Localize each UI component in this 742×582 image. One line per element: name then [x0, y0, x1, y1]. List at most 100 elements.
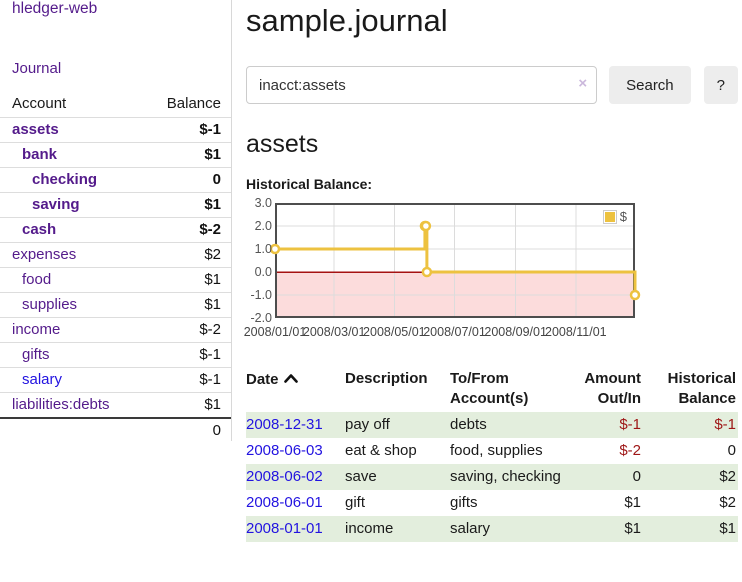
transaction-accounts: gifts [450, 494, 478, 511]
clear-search-icon[interactable]: × [578, 75, 588, 92]
transaction-accounts: food, supplies [450, 442, 543, 459]
accounts-table: Account Balance assets $-1 bank $1 check… [0, 92, 231, 443]
chart-y-tick-label: 1.0 [254, 242, 272, 256]
register-row: 2008-06-03 eat & shop food, supplies $-2… [246, 438, 738, 464]
account-balance: $1 [204, 146, 221, 163]
sidebar-account-link[interactable]: checking [32, 171, 98, 188]
legend-swatch-icon [602, 209, 617, 224]
sidebar-account-link[interactable]: food [22, 271, 52, 288]
chart-x-tick-label: 2008/11/01 [544, 325, 607, 339]
search-form: × Search ? [246, 66, 738, 104]
chart-y-tick-label: 2.0 [254, 219, 272, 233]
sidebar-account-link[interactable]: expenses [12, 246, 77, 263]
chart-legend: $ [601, 208, 628, 225]
account-row: cash $-2 [0, 217, 231, 243]
sidebar-account-link[interactable]: supplies [22, 296, 78, 313]
account-balance: $2 [204, 246, 221, 263]
account-row: checking 0 [0, 167, 231, 193]
register-header-amount: Amount Out/In [584, 370, 641, 407]
chart-x-tick-label: 2008/05/01 [363, 325, 426, 339]
register-header-accounts: To/From Account(s) [450, 370, 529, 407]
account-row: supplies $1 [0, 292, 231, 318]
chart-y-tick-label: 0.0 [254, 265, 272, 279]
sidebar-account-link[interactable]: bank [22, 146, 58, 163]
sidebar-account-link[interactable]: saving [32, 196, 80, 213]
transaction-date-link[interactable]: 2008-06-01 [246, 494, 323, 511]
chart-plot-area [269, 203, 641, 318]
transaction-date-link[interactable]: 2008-12-31 [246, 416, 323, 433]
account-row: liabilities:debts $1 [0, 392, 231, 419]
register-header-balance: Historical Balance [667, 370, 736, 407]
transaction-amount: 0 [562, 464, 643, 490]
account-balance: $1 [204, 396, 221, 413]
sort-asc-icon [283, 369, 298, 389]
sidebar-item-journal[interactable]: Journal [12, 60, 62, 77]
sidebar: hledger-web Journal Account Balance asse… [0, 0, 232, 441]
transaction-description: eat & shop [345, 442, 417, 459]
chart-x-tick-label: 2008/01/01 [243, 325, 307, 339]
page-title: sample.journal [246, 3, 448, 38]
register-table: Date Description To/From Account(s) Amou… [246, 366, 738, 542]
register-header-date[interactable]: Date [246, 366, 345, 412]
chart-label: Historical Balance: [246, 176, 373, 192]
account-balance: $1 [204, 296, 221, 313]
legend-label: $ [619, 209, 627, 224]
register-header-description: Description [345, 370, 428, 387]
transaction-description: pay off [345, 412, 450, 438]
chart-y-tick-label: -1.0 [250, 288, 272, 302]
main-content: sample.journal × Search ? assets Histori… [243, 0, 738, 542]
sidebar-account-link[interactable]: gifts [22, 346, 50, 363]
transaction-accounts: saving, checking [450, 464, 562, 490]
account-row: gifts $-1 [0, 342, 231, 368]
chart-y-tick-label: 3.0 [254, 196, 272, 210]
transaction-date-link[interactable]: 2008-06-02 [246, 468, 323, 485]
transaction-description: save [345, 464, 450, 490]
account-balance: $-2 [199, 321, 221, 338]
account-row: food $1 [0, 267, 231, 293]
transaction-description: income [345, 516, 450, 542]
transaction-amount: $-2 [619, 442, 641, 459]
account-balance: $-1 [199, 371, 221, 388]
register-row: 2008-06-02 save saving, checking 0 $2 [246, 464, 738, 490]
register-row: 2008-12-31 pay off debts $-1 $-1 [246, 412, 738, 438]
account-row: expenses $2 [0, 242, 231, 268]
transaction-date-link[interactable]: 2008-01-01 [246, 520, 323, 537]
chart-x-tick-label: 2008/03/01 [302, 325, 366, 339]
accounts-header-account: Account [12, 95, 67, 112]
sidebar-account-link[interactable]: income [12, 321, 61, 338]
transaction-balance: $2 [643, 464, 738, 490]
transaction-accounts: debts [450, 412, 562, 438]
account-balance: $-1 [199, 121, 221, 138]
register-row: 2008-06-01 gift gifts $1 $2 [246, 490, 738, 516]
accounts-total-balance: 0 [212, 422, 221, 439]
search-button[interactable]: Search [609, 66, 691, 104]
account-row: saving $1 [0, 192, 231, 218]
transaction-accounts: salary [450, 516, 562, 542]
accounts-total-row: 0 [0, 418, 231, 443]
historical-balance-chart: $ 3.0 2.0 1.0 0.0 -1.0 -2.0 2008/01/01 2008/03/… [243, 196, 738, 345]
search-input[interactable] [246, 66, 598, 104]
transaction-balance: $2 [719, 494, 736, 511]
account-balance: $-1 [199, 346, 221, 363]
sidebar-account-link[interactable]: liabilities:debts [12, 396, 110, 413]
app-title-link[interactable]: hledger-web [12, 0, 98, 17]
register-row: 2008-01-01 income salary $1 $1 [246, 516, 738, 542]
account-row: income $-2 [0, 317, 231, 343]
transaction-amount: $-1 [562, 412, 643, 438]
help-button[interactable]: ? [703, 66, 738, 104]
account-balance: $1 [204, 271, 221, 288]
transaction-balance: 0 [727, 442, 736, 459]
chart-y-tick-label: -2.0 [250, 311, 272, 325]
account-row: bank $1 [0, 142, 231, 168]
transaction-amount: $1 [562, 516, 643, 542]
transaction-amount: $1 [624, 494, 641, 511]
transaction-balance: $1 [643, 516, 738, 542]
account-balance: $1 [204, 196, 221, 213]
accounts-header-balance: Balance [166, 95, 221, 112]
transaction-date-link[interactable]: 2008-06-03 [246, 442, 323, 459]
sidebar-account-link[interactable]: assets [12, 121, 59, 138]
sidebar-account-link[interactable]: cash [22, 221, 57, 238]
account-row: salary $-1 [0, 367, 231, 393]
sidebar-account-link[interactable]: salary [22, 371, 63, 388]
account-heading: assets [246, 130, 319, 158]
